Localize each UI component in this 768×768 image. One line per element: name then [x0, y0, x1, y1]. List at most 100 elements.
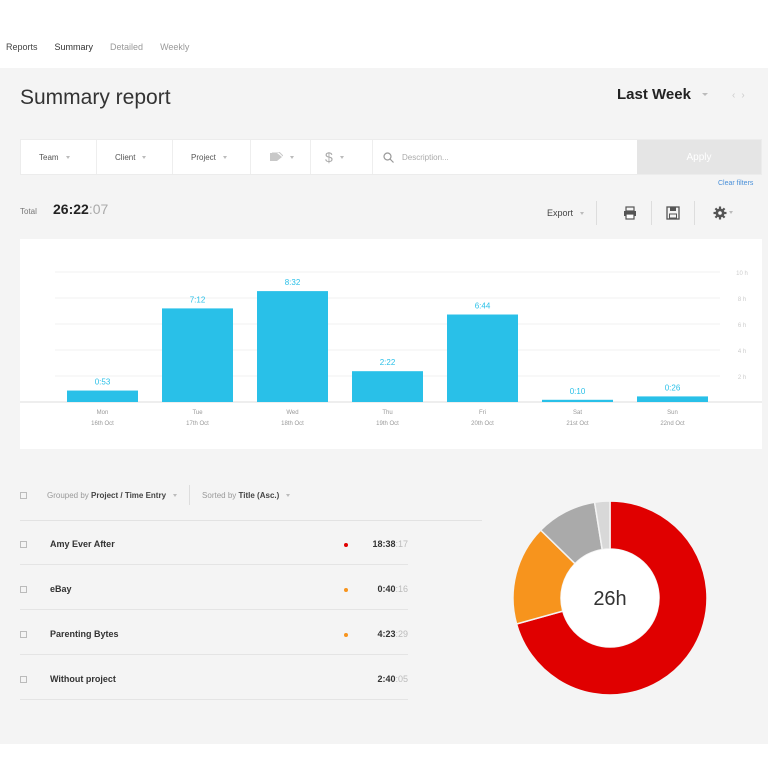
- project-time-hours: 2:40: [377, 674, 396, 684]
- x-tick-label: Mon: [97, 410, 109, 416]
- chevron-down-icon: [142, 155, 147, 159]
- apply-button[interactable]: Apply: [637, 140, 761, 174]
- y-tick-label: 4 h: [738, 349, 746, 355]
- bar-value-label: 0:53: [95, 378, 111, 387]
- expand-all-icon[interactable]: [20, 491, 27, 499]
- x-tick-label: Thu: [382, 410, 392, 416]
- project-donut-chart: 26h: [512, 500, 708, 696]
- expand-icon[interactable]: [20, 676, 27, 683]
- grouped-value: Project / Time Entry: [91, 490, 167, 500]
- gear-icon[interactable]: [713, 206, 727, 220]
- project-time-seconds: :05: [395, 674, 408, 684]
- donut-center-label: 26h: [593, 588, 626, 610]
- project-color-dot: [344, 588, 348, 592]
- sorted-by[interactable]: Sorted by Title (Asc.): [202, 491, 279, 500]
- project-name: Parenting Bytes: [50, 629, 119, 639]
- x-tick-date: 20th Oct: [471, 421, 494, 427]
- total-hours: 26:22: [53, 201, 89, 217]
- bar-value-label: 0:10: [570, 387, 586, 396]
- bar: [67, 390, 138, 402]
- bar-value-label: 8:32: [285, 278, 301, 287]
- total-label: Total: [20, 207, 37, 216]
- report-main: Summary report Last Week ‹› Team Client …: [0, 68, 768, 744]
- save-icon[interactable]: [666, 206, 680, 220]
- bar-value-label: 0:26: [665, 383, 681, 392]
- tab-summary[interactable]: Summary: [54, 42, 94, 52]
- list-item[interactable]: Parenting Bytes 4:23:29: [20, 611, 408, 655]
- project-time-hours: 0:40: [377, 584, 396, 594]
- list-item[interactable]: eBay 0:40:16: [20, 566, 408, 610]
- filter-bar: Team Client Project $ Descr: [20, 139, 762, 175]
- x-tick-date: 16th Oct: [91, 421, 114, 427]
- x-tick-label: Sat: [573, 410, 582, 416]
- billable-filter[interactable]: $: [311, 140, 373, 174]
- y-tick-label: 6 h: [738, 323, 746, 329]
- expand-icon[interactable]: [20, 541, 27, 548]
- project-time: 4:23:29: [377, 629, 408, 639]
- project-time-seconds: :29: [395, 629, 408, 639]
- sorted-value: Title (Asc.): [238, 490, 280, 500]
- description-input[interactable]: Description...: [402, 152, 449, 162]
- bar: [542, 399, 613, 402]
- period-nav-arrows[interactable]: ‹›: [732, 90, 751, 101]
- export-button[interactable]: Export: [535, 201, 598, 225]
- bar-value-label: 6:44: [475, 302, 491, 311]
- expand-icon[interactable]: [20, 631, 27, 638]
- x-tick-label: Fri: [479, 410, 486, 416]
- export-label: Export: [547, 208, 574, 218]
- project-filter-label: Project: [191, 152, 216, 162]
- x-tick-label: Wed: [286, 410, 298, 416]
- grouped-prefix: Grouped by: [47, 490, 89, 500]
- project-time-seconds: :17: [395, 539, 408, 549]
- chevron-down-icon[interactable]: [286, 493, 291, 497]
- y-tick-label: 8 h: [738, 297, 746, 303]
- tab-reports[interactable]: Reports: [6, 42, 38, 52]
- list-item[interactable]: Amy Ever After 18:38:17: [20, 521, 408, 565]
- print-icon[interactable]: [623, 206, 637, 220]
- dollar-icon: $: [325, 149, 333, 165]
- project-time: 18:38:17: [372, 539, 408, 549]
- expand-icon[interactable]: [20, 586, 27, 593]
- x-tick-date: 17th Oct: [186, 421, 209, 427]
- report-tabs: Reports Summary Detailed Weekly: [0, 36, 768, 58]
- tag-filter[interactable]: [251, 140, 311, 174]
- chevron-down-icon: [65, 155, 70, 159]
- search-icon: [383, 151, 394, 163]
- project-time-seconds: :16: [395, 584, 408, 594]
- divider: [20, 520, 482, 521]
- x-tick-label: Sun: [667, 410, 678, 416]
- chevron-down-icon[interactable]: [702, 93, 708, 96]
- description-filter[interactable]: Description...: [373, 140, 637, 174]
- x-tick-date: 21st Oct: [566, 421, 589, 427]
- sorted-prefix: Sorted by: [202, 490, 237, 500]
- clear-filters-link[interactable]: Clear filters: [718, 180, 754, 187]
- page-title: Summary report: [20, 86, 171, 109]
- bar-value-label: 2:22: [380, 358, 396, 367]
- chevron-down-icon[interactable]: [173, 493, 178, 497]
- x-tick-label: Tue: [192, 410, 203, 416]
- project-filter[interactable]: Project: [173, 140, 251, 174]
- list-item[interactable]: Without project 2:40:05: [20, 656, 408, 700]
- grouped-by[interactable]: Grouped by Project / Time Entry: [47, 491, 166, 500]
- bar: [162, 308, 233, 402]
- project-color-dot: [344, 543, 348, 547]
- project-time: 0:40:16: [377, 584, 408, 594]
- bar: [447, 314, 518, 402]
- team-filter[interactable]: Team: [21, 140, 97, 174]
- tab-weekly[interactable]: Weekly: [160, 42, 190, 52]
- bar: [352, 371, 423, 402]
- toolbar-divider: [694, 201, 695, 225]
- project-time-hours: 18:38: [372, 539, 396, 549]
- tab-detailed[interactable]: Detailed: [110, 42, 144, 52]
- period-selector[interactable]: Last Week: [617, 86, 691, 103]
- x-tick-date: 22nd Oct: [660, 421, 685, 427]
- client-filter[interactable]: Client: [97, 140, 173, 174]
- bar: [257, 291, 328, 402]
- y-tick-label: 2 h: [738, 375, 746, 381]
- project-time-hours: 4:23: [377, 629, 396, 639]
- bar: [637, 396, 708, 402]
- daily-bar-chart: 10 h 8 h 6 h 4 h 2 h 0:53 Mon 16th Oct 7:12 Tue 17…: [20, 239, 762, 449]
- chevron-down-icon[interactable]: [729, 211, 733, 214]
- y-tick-label: 10 h: [736, 271, 748, 277]
- project-name: Amy Ever After: [50, 539, 115, 549]
